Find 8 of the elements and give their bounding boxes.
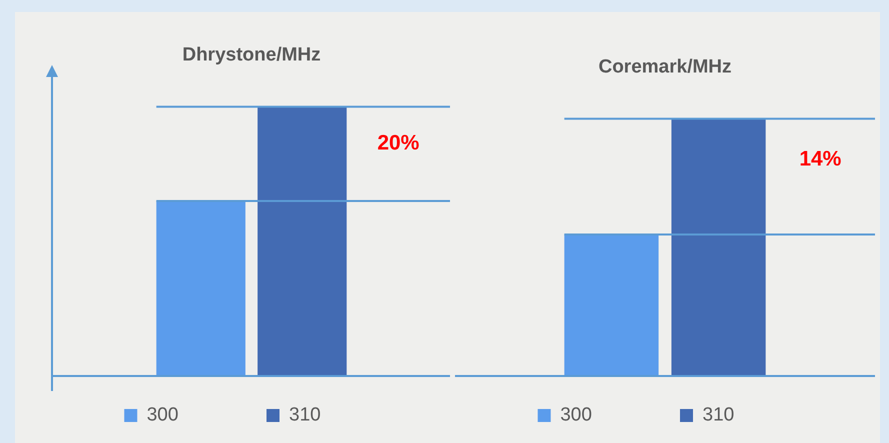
annotation: 14% bbox=[799, 148, 842, 171]
annotation: 20% bbox=[377, 131, 420, 154]
chart-title: Dhrystone/MHz bbox=[182, 44, 321, 66]
chart-title: Coremark/MHz bbox=[598, 56, 732, 78]
legend-label: 300 bbox=[146, 404, 237, 426]
legend-label: 300 bbox=[560, 404, 650, 426]
legend-label: 310 bbox=[702, 404, 792, 426]
legend-label: 310 bbox=[289, 404, 379, 426]
